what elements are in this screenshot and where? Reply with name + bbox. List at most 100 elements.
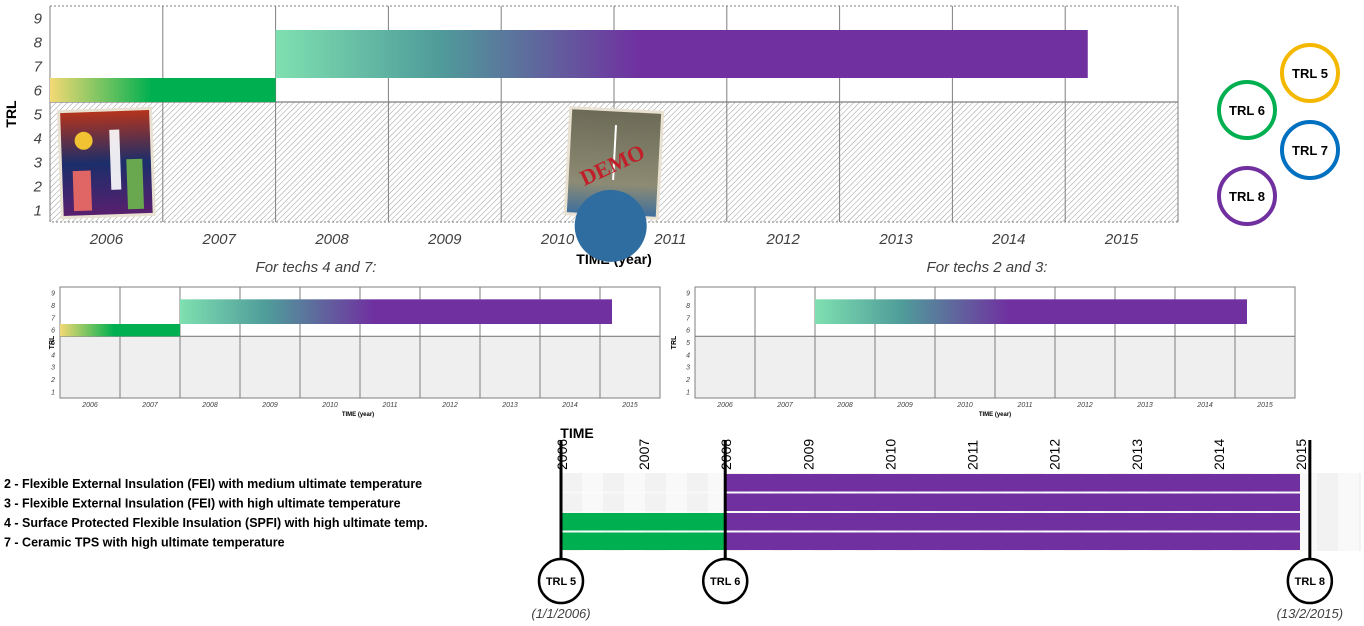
gantt-segment-purple xyxy=(725,493,1300,511)
techs23-bar-1 xyxy=(815,299,1247,324)
techs47-xtick-label: 2006 xyxy=(81,402,98,409)
techs47-xtick-label: 2010 xyxy=(321,402,338,409)
main-xtick-label: 2010 xyxy=(540,231,575,248)
gantt-segment-green xyxy=(561,513,726,531)
main-xtick-label: 2009 xyxy=(427,231,462,248)
techs47-bar-2 xyxy=(180,299,612,324)
techs47-xtick-label: 2007 xyxy=(141,402,159,409)
techs23-xtick-label: 2013 xyxy=(1136,402,1153,409)
gantt-segment-purple xyxy=(725,532,1300,550)
gantt-year-label: 2010 xyxy=(882,439,898,470)
techs23-ytick-label: 8 xyxy=(686,303,690,310)
milestone-date: (13/2/2015) xyxy=(1277,606,1344,621)
main-ytick-label: 5 xyxy=(34,106,43,123)
gantt-year-label: 2011 xyxy=(965,440,981,470)
techs47-ytick-label: 2 xyxy=(50,377,55,384)
main-xtick-label: 2013 xyxy=(878,231,913,248)
legend-label: TRL 7 xyxy=(1292,143,1328,158)
techs47-ytick-label: 6 xyxy=(51,328,55,335)
poster-city-icon xyxy=(57,106,156,220)
main-bar-1 xyxy=(50,78,276,102)
main-xtick-label: 2012 xyxy=(766,231,801,248)
legend-circle-trl5 xyxy=(1280,43,1340,103)
techs23-ytick-label: 6 xyxy=(686,328,690,335)
legend-label: TRL 5 xyxy=(1292,66,1328,81)
milestone-circle xyxy=(701,557,749,605)
techs23-plot-border xyxy=(694,286,1296,399)
poster-building xyxy=(126,158,145,210)
main-bar-2 xyxy=(275,30,1088,78)
main-ytick-label: 7 xyxy=(34,58,43,75)
techs23-xtick-label: 2014 xyxy=(1196,402,1213,409)
gantt-row-label: 7 - Ceramic TPS with high ultimate tempe… xyxy=(4,536,285,550)
legend-circle-trl6 xyxy=(1217,80,1277,140)
gantt-row-label: 3 - Flexible External Insulation (FEI) w… xyxy=(4,497,401,511)
main-xtick-label: 2015 xyxy=(1104,231,1139,248)
main-ytick-label: 4 xyxy=(34,130,42,147)
techs47-bar-1 xyxy=(60,324,180,337)
techs47-xtick-label: 2011 xyxy=(381,402,397,409)
demo-photo-icon: DEMO xyxy=(563,106,665,262)
techs47-ytick-label: 9 xyxy=(51,291,55,298)
techs47-ytick-label: 1 xyxy=(51,389,55,396)
techs23-ytick-label: 5 xyxy=(686,340,690,347)
main-xtick-label: 2011 xyxy=(653,231,686,248)
milestone-circle xyxy=(1286,557,1334,605)
legend-circle-trl7 xyxy=(1280,120,1340,180)
techs47-xlabel: TIME (year) xyxy=(342,412,374,418)
techs47-xtick-label: 2009 xyxy=(261,402,278,409)
gantt-row-label: 4 - Surface Protected Flexible Insulatio… xyxy=(4,516,428,530)
techs47-xtick-label: 2013 xyxy=(501,402,518,409)
milestone-circle xyxy=(537,557,585,605)
gantt-year-label: 2013 xyxy=(1129,439,1145,470)
techs47-xtick-label: 2008 xyxy=(201,402,218,409)
poster-tower xyxy=(109,129,122,190)
techs47-ytick-label: 5 xyxy=(51,340,55,347)
gantt-year-label: 2015 xyxy=(1293,439,1309,470)
techs23-ytick-label: 2 xyxy=(685,377,690,384)
main-ylabel: TRL xyxy=(3,100,19,128)
gantt-row-label: 2 - Flexible External Insulation (FEI) w… xyxy=(4,477,422,491)
poster-sun xyxy=(74,131,93,150)
gantt-segment-purple xyxy=(725,513,1300,531)
main-xtick-label: 2014 xyxy=(991,231,1025,248)
main-ytick-label: 8 xyxy=(34,34,43,51)
main-xtick-label: 2008 xyxy=(314,231,349,248)
milestone-label: TRL 5 xyxy=(546,576,576,588)
techs23-ytick-label: 3 xyxy=(686,365,690,372)
techs47-ytick-label: 8 xyxy=(51,303,55,310)
techs47-ytick-label: 4 xyxy=(51,352,55,359)
gantt-xlabel: TIME xyxy=(560,425,593,441)
techs47-xtick-label: 2012 xyxy=(441,402,458,409)
techs23-xtick-label: 2006 xyxy=(716,402,733,409)
legend-label: TRL 6 xyxy=(1229,103,1265,118)
main-ytick-label: 6 xyxy=(34,82,43,99)
milestone-label: TRL 6 xyxy=(710,576,740,588)
techs23-xtick-label: 2009 xyxy=(896,402,913,409)
techs23-xtick-label: 2007 xyxy=(776,402,794,409)
legend-label: TRL 8 xyxy=(1229,189,1265,204)
techs23-xtick-label: 2008 xyxy=(836,402,853,409)
techs47-ytick-label: 7 xyxy=(51,315,56,322)
milestone-label: TRL 8 xyxy=(1295,576,1325,588)
main-ytick-label: 3 xyxy=(34,154,43,171)
demo-rocket-trail xyxy=(612,124,617,181)
main-ytick-label: 2 xyxy=(33,178,43,195)
main-ytick-label: 9 xyxy=(34,10,43,27)
techs23-xtick-label: 2010 xyxy=(956,402,973,409)
techs47-title: For techs 4 and 7: xyxy=(256,259,377,276)
techs23-title: For techs 2 and 3: xyxy=(927,259,1048,276)
legend-circle-trl8 xyxy=(1217,166,1277,226)
demo-globe xyxy=(574,189,647,262)
techs23-ylabel: TRL xyxy=(671,335,678,349)
gantt-year-label: 2007 xyxy=(636,439,652,470)
gantt-year-label: 2009 xyxy=(800,439,816,470)
milestone-date: (1/1/2006) xyxy=(531,606,590,621)
techs23-ytick-label: 1 xyxy=(686,389,690,396)
techs47-ylabel: TRL xyxy=(49,335,56,349)
techs23-xtick-label: 2015 xyxy=(1256,402,1273,409)
techs47-xtick-label: 2015 xyxy=(621,402,638,409)
gantt-segment-green xyxy=(561,532,726,550)
gantt-day-stripe xyxy=(1338,473,1359,551)
gantt-year-label: 2012 xyxy=(1047,439,1063,470)
